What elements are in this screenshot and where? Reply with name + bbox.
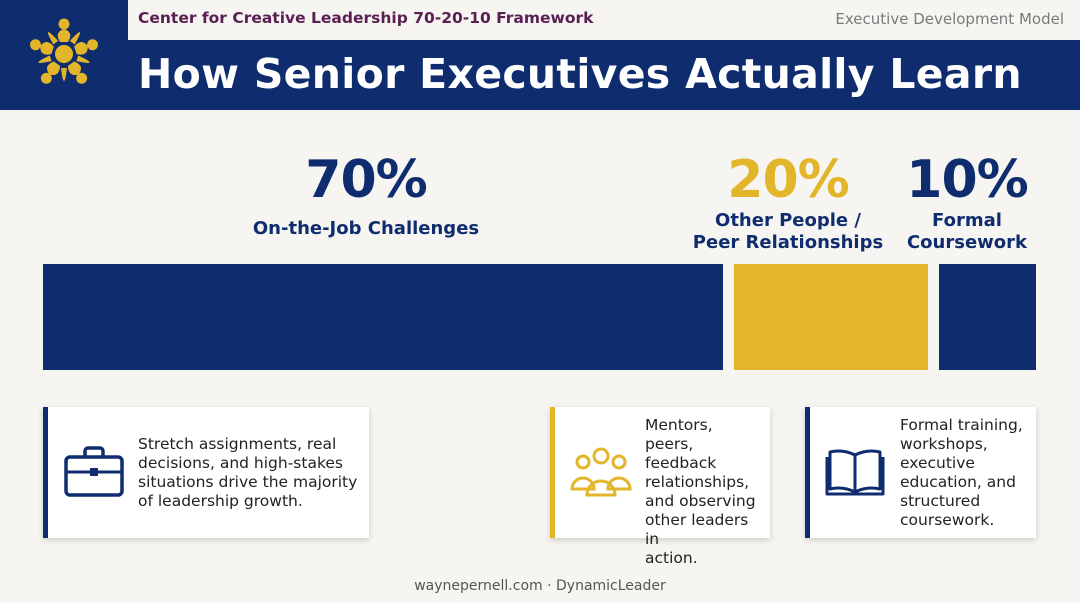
percent-label-70: 70% [305, 150, 427, 210]
segment-label-line: Coursework [906, 232, 1028, 253]
description-line: action. [645, 549, 698, 567]
briefcase-icon [63, 445, 125, 503]
description-line: executive [900, 454, 975, 472]
segment-label-formal-coursework: Formal Coursework [887, 210, 1047, 254]
bar-other-people [734, 264, 928, 370]
bar-on-the-job [43, 264, 723, 370]
description-line: situations drive the majority [138, 473, 358, 491]
framework-subtitle: Center for Creative Leadership 70-20-10 … [138, 9, 594, 27]
description-line: Formal training, [900, 416, 1023, 434]
card-on-the-job: Stretch assignments, real decisions, and… [43, 407, 369, 538]
header-top [0, 0, 1080, 40]
percent-label-10: 10% [906, 150, 1028, 210]
description-line: and observing [645, 492, 756, 510]
sun-people-logo-icon [28, 18, 100, 87]
description-line: education, and [900, 473, 1016, 491]
logo [0, 0, 128, 110]
people-group-icon [570, 447, 632, 503]
percent-label-20: 20% [727, 150, 849, 210]
model-label: Executive Development Model [835, 10, 1064, 28]
segment-label-line: On-the-Job Challenges [252, 218, 480, 239]
segment-label-other-people: Other People / Peer Relationships [668, 210, 908, 254]
card-other-people: Mentors, peers, feedback relationships, … [550, 407, 770, 567]
segment-label-line: Formal [932, 210, 1002, 231]
description-line: Mentors, peers, [645, 416, 713, 453]
card-formal-coursework: Formal training, workshops, executive ed… [805, 407, 1036, 538]
title-bar: How Senior Executives Actually Learn [128, 40, 1080, 110]
card-description: Mentors, peers, feedback relationships, … [645, 416, 765, 568]
description-line: other leaders in [645, 511, 749, 548]
description-line: relationships, [645, 473, 750, 491]
description-line: structured [900, 492, 981, 510]
footer-credit: waynepernell.com · DynamicLeader [414, 578, 666, 594]
card-accent [805, 407, 810, 538]
description-line: Stretch assignments, real [138, 435, 337, 453]
open-book-icon [825, 447, 885, 501]
card-accent [43, 407, 48, 538]
description-line: coursework. [900, 511, 995, 529]
segment-label-line: Peer Relationships [692, 232, 884, 253]
description-line: decisions, and high-stakes [138, 454, 343, 472]
card-description: Formal training, workshops, executive ed… [900, 416, 1030, 530]
card-accent [550, 407, 555, 538]
description-line: feedback [645, 454, 717, 472]
card-description: Stretch assignments, real decisions, and… [138, 435, 363, 511]
description-line: workshops, [900, 435, 988, 453]
bar-formal-coursework [939, 264, 1036, 370]
page-title: How Senior Executives Actually Learn [138, 50, 1022, 98]
description-line: of leadership growth. [138, 492, 303, 510]
segment-label-line: Other People / [715, 210, 861, 231]
segment-label-on-the-job: On-the-Job Challenges [216, 218, 516, 240]
